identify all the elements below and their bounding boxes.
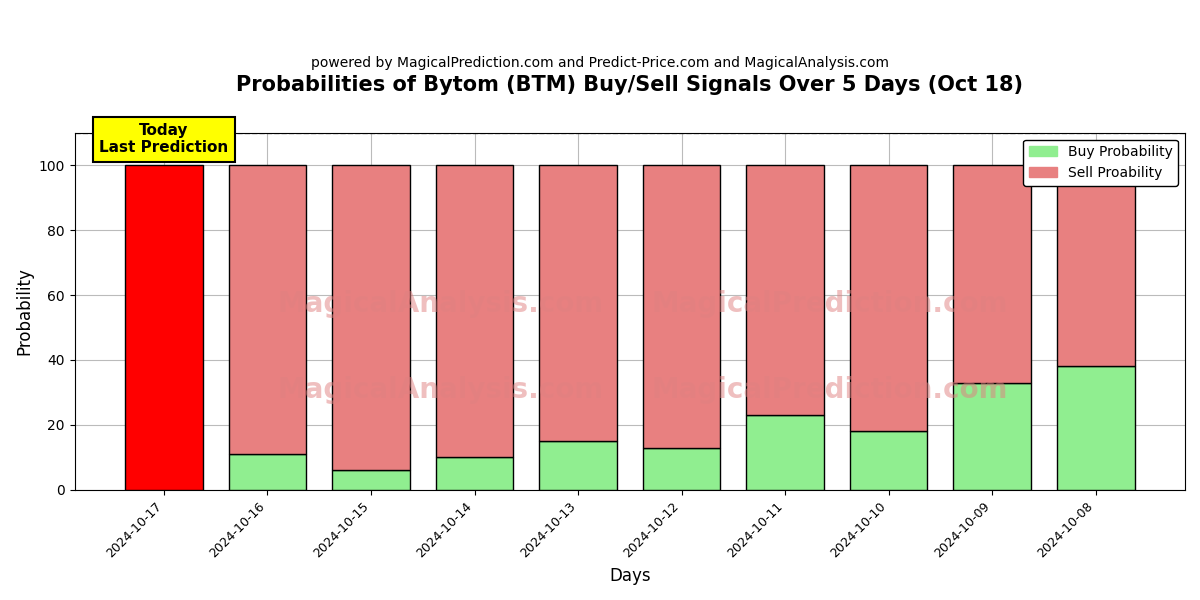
Bar [125,165,203,490]
Bar [1057,165,1134,367]
Y-axis label: Probability: Probability [16,268,34,355]
Text: MagicalPrediction.com: MagicalPrediction.com [652,376,1008,404]
X-axis label: Days: Days [610,567,650,585]
Bar [746,415,824,490]
Bar [229,165,306,454]
Bar [643,448,720,490]
Text: Today
Last Prediction: Today Last Prediction [100,123,228,155]
Bar [850,431,928,490]
Bar [539,441,617,490]
Text: MagicalPrediction.com: MagicalPrediction.com [652,290,1008,318]
Text: MagicalAnalysis.com: MagicalAnalysis.com [278,376,604,404]
Bar [539,165,617,441]
Bar [953,165,1031,383]
Bar [850,165,928,431]
Bar [229,454,306,490]
Bar [746,165,824,415]
Bar [953,383,1031,490]
Legend: Buy Probability, Sell Proability: Buy Probability, Sell Proability [1024,140,1178,185]
Bar [436,457,514,490]
Text: MagicalAnalysis.com: MagicalAnalysis.com [278,290,604,318]
Bar [643,165,720,448]
Bar [332,165,410,470]
Title: Probabilities of Bytom (BTM) Buy/Sell Signals Over 5 Days (Oct 18): Probabilities of Bytom (BTM) Buy/Sell Si… [236,75,1024,95]
Text: powered by MagicalPrediction.com and Predict-Price.com and MagicalAnalysis.com: powered by MagicalPrediction.com and Pre… [311,56,889,70]
Bar [1057,367,1134,490]
Bar [436,165,514,457]
Bar [332,470,410,490]
